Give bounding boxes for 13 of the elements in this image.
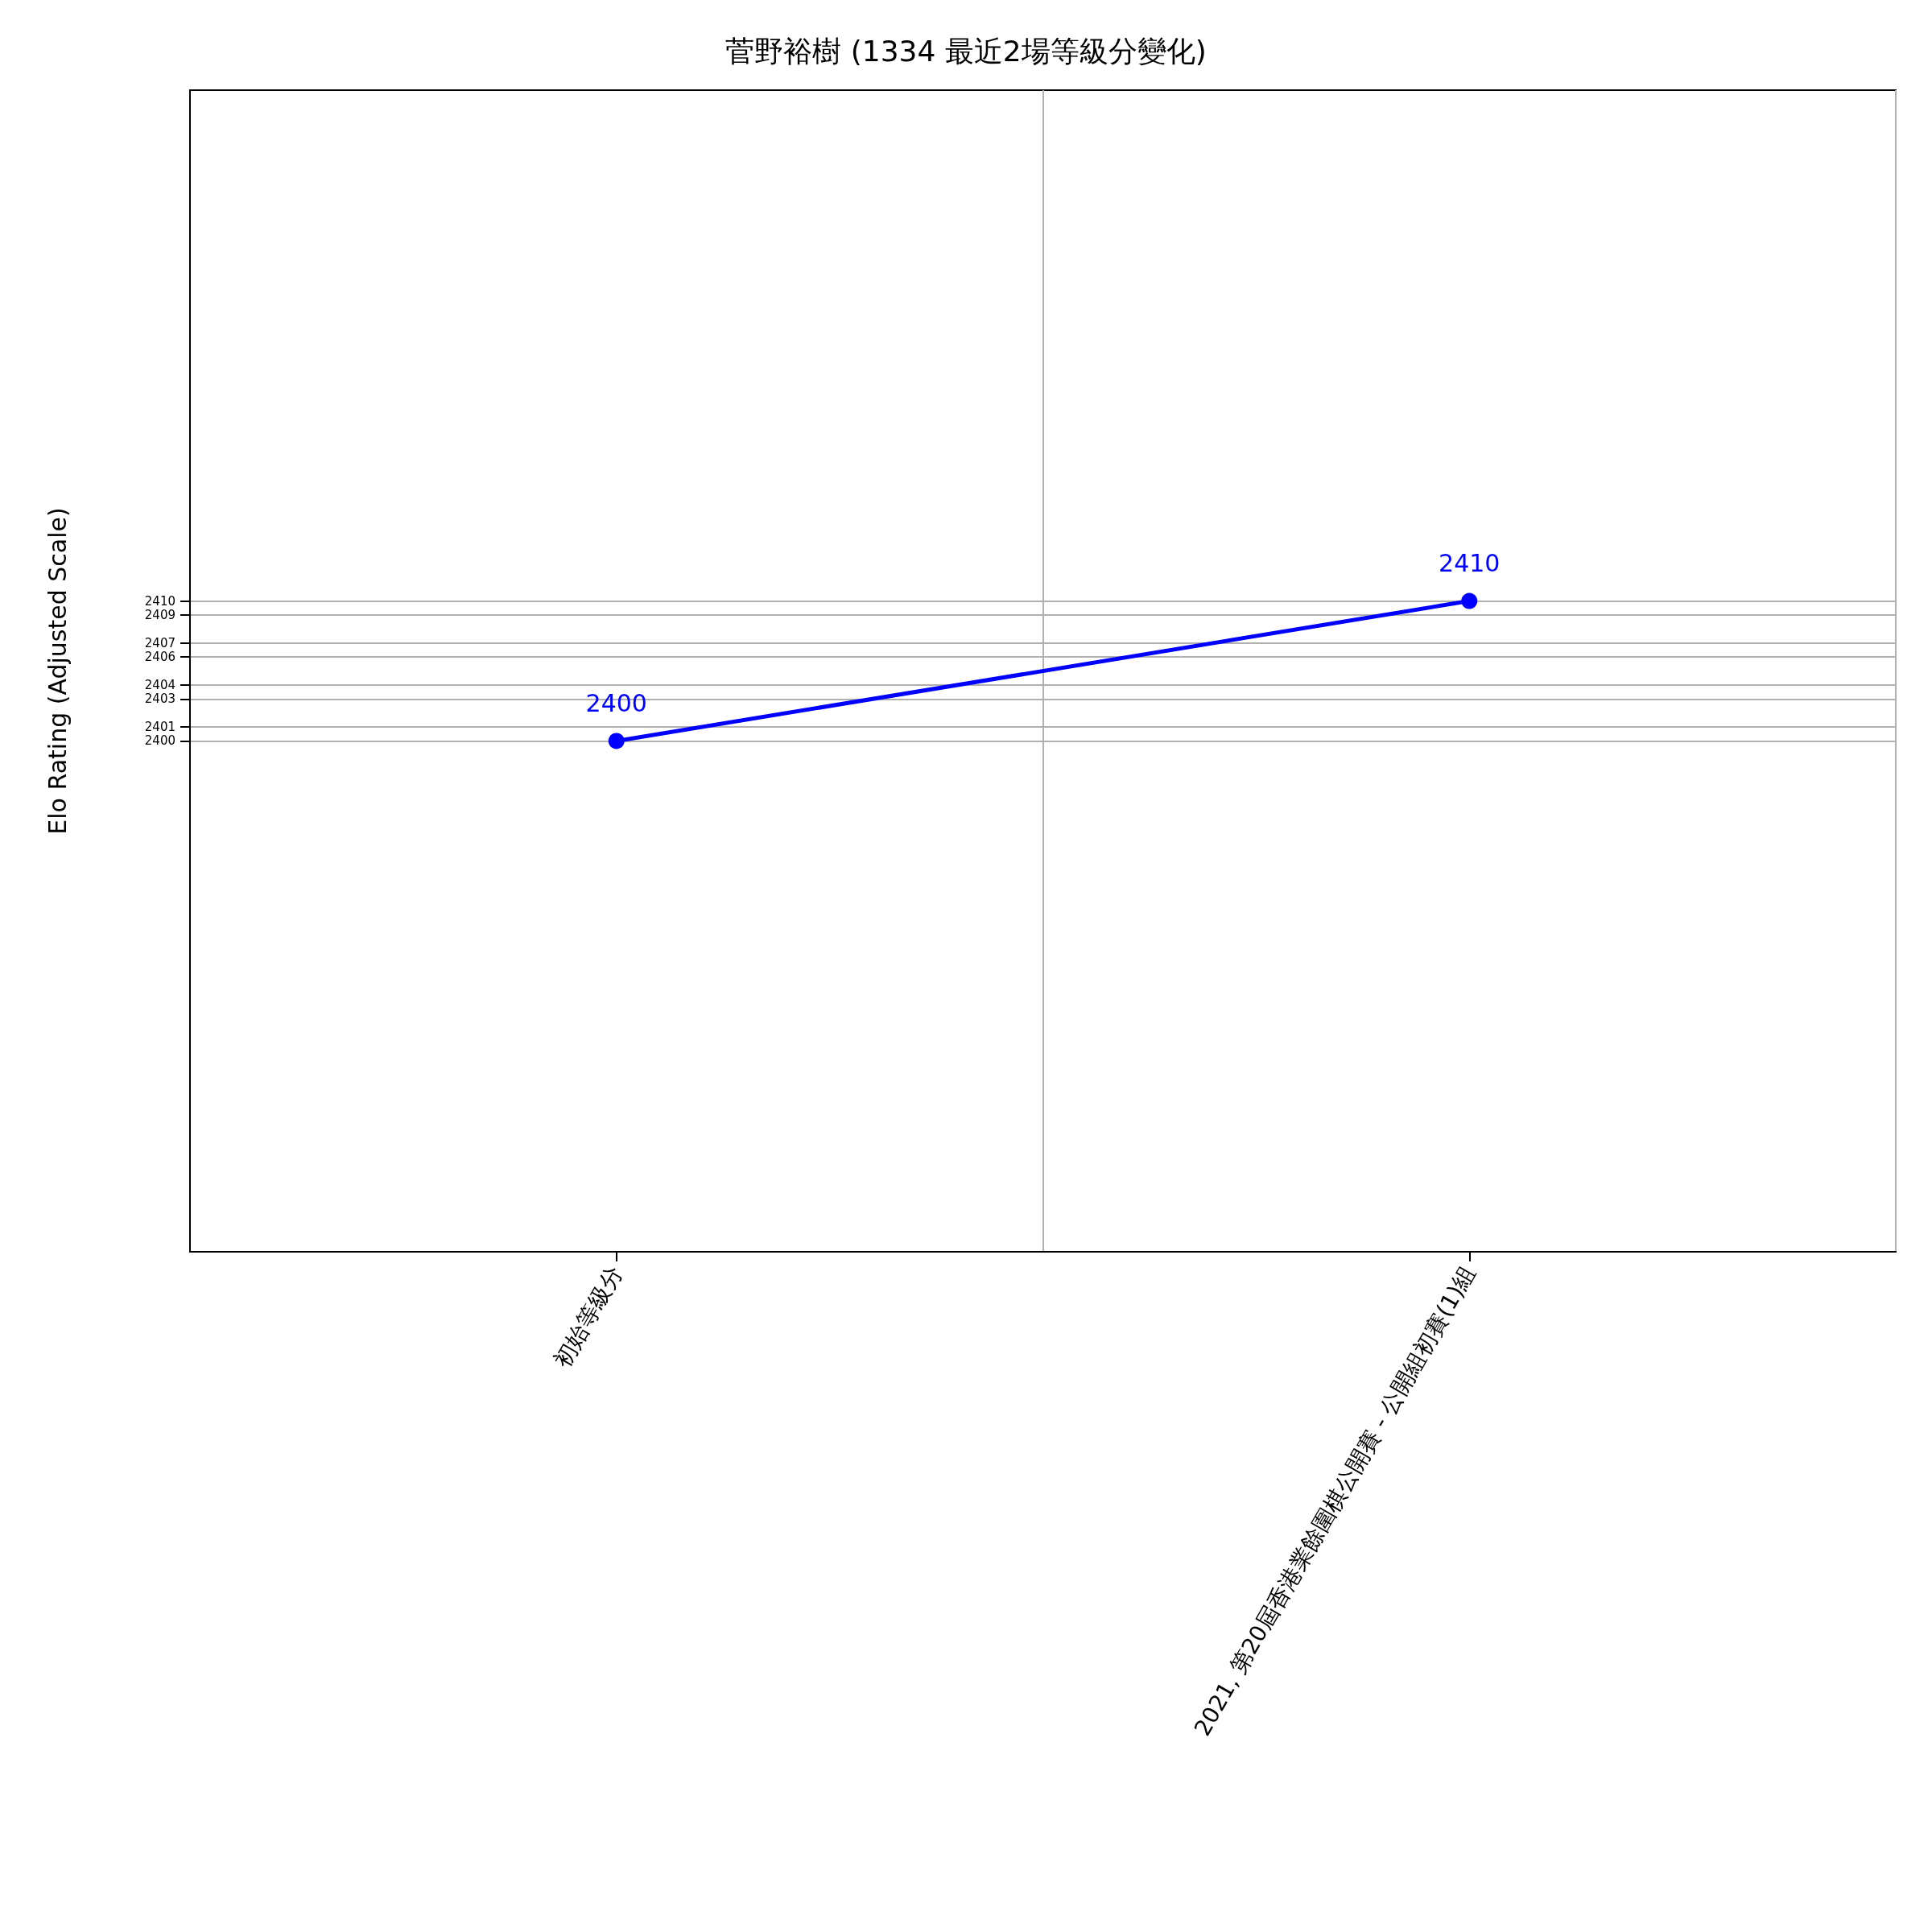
y-axis-title: Elo Rating (Adjusted Scale) [43, 507, 72, 835]
y-tick-label: 2410 [144, 593, 175, 609]
y-tick-label: 2400 [144, 733, 175, 749]
y-tick-label: 2406 [144, 650, 175, 665]
chart-title: 菅野裕樹 (1334 最近2場等級分變化) [725, 34, 1207, 68]
y-tick-label: 2401 [144, 720, 175, 735]
x-tick-label: 初始等級分 [548, 1261, 629, 1373]
data-label: 2410 [1439, 549, 1501, 578]
y-tick-label: 2403 [144, 691, 175, 707]
data-label: 2400 [585, 688, 647, 717]
y-tick-label: 2407 [144, 635, 175, 650]
y-tick-label: 2404 [144, 677, 175, 692]
y-tick-label: 2409 [144, 607, 175, 622]
